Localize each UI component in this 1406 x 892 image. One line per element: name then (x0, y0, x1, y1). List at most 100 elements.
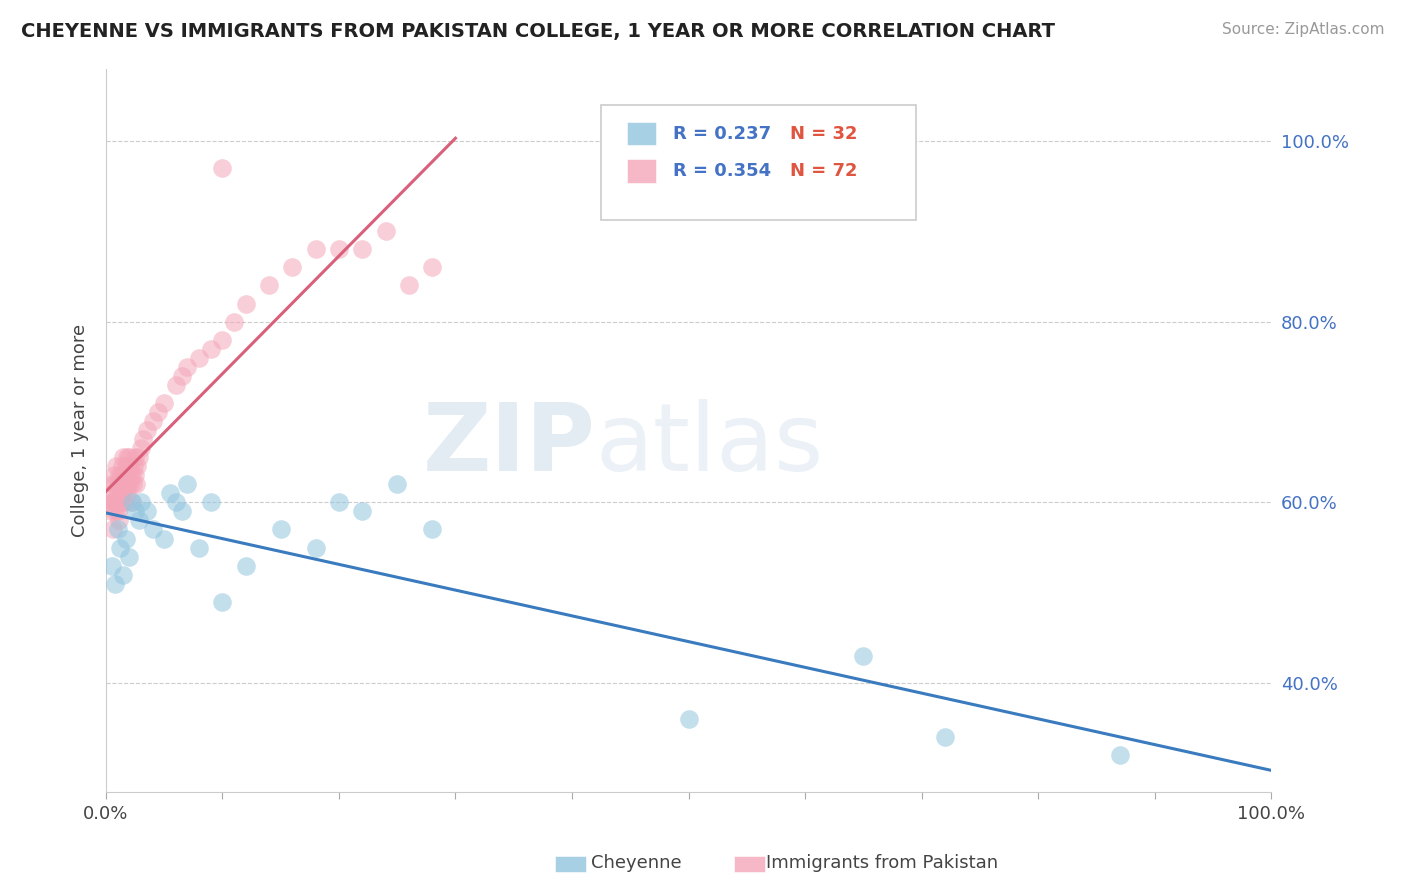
Point (281, 260, 304, 275)
Text: R = 0.354: R = 0.354 (673, 162, 772, 180)
Text: N = 32: N = 32 (790, 125, 858, 143)
Point (112, 486, 135, 500)
Point (110, 468, 132, 483)
Point (121, 495, 143, 509)
Point (115, 486, 138, 500)
Point (211, 161, 233, 175)
Point (110, 486, 132, 500)
Point (420, 523, 443, 537)
Point (135, 423, 157, 437)
Point (100, 495, 122, 509)
Point (188, 541, 211, 555)
Point (115, 450, 138, 465)
Point (120, 459, 142, 474)
Point (108, 495, 131, 509)
Point (124, 468, 146, 483)
Point (135, 504, 157, 518)
Point (328, 495, 350, 509)
Point (128, 513, 150, 527)
Point (129, 495, 152, 509)
Point (304, 541, 326, 555)
Point (107, 504, 129, 518)
Y-axis label: College, 1 year or more: College, 1 year or more (72, 324, 89, 537)
Point (118, 549, 141, 564)
Point (352, 242, 374, 256)
Point (104, 576, 127, 591)
Point (111, 477, 134, 491)
Point (103, 468, 125, 483)
Point (387, 477, 409, 491)
FancyBboxPatch shape (627, 121, 655, 145)
Point (188, 351, 211, 365)
Point (176, 477, 198, 491)
Point (170, 368, 193, 383)
Point (107, 477, 129, 491)
Point (108, 477, 131, 491)
Point (112, 567, 135, 582)
Point (148, 405, 170, 419)
Point (852, 648, 875, 663)
Point (103, 495, 125, 509)
Point (257, 278, 280, 293)
Point (98, 495, 121, 509)
Point (211, 595, 233, 609)
Text: Immigrants from Pakistan: Immigrants from Pakistan (766, 855, 998, 872)
Point (117, 477, 139, 491)
Point (211, 333, 233, 347)
Point (128, 450, 150, 465)
Point (165, 495, 187, 509)
Point (398, 278, 420, 293)
FancyBboxPatch shape (627, 160, 655, 183)
Point (121, 477, 143, 491)
Text: ZIP: ZIP (422, 399, 595, 491)
Point (200, 495, 222, 509)
Point (104, 477, 127, 491)
Point (270, 523, 292, 537)
Text: R = 0.237: R = 0.237 (673, 125, 772, 143)
Point (129, 441, 152, 455)
Point (111, 459, 134, 474)
Point (112, 450, 135, 465)
Point (122, 459, 145, 474)
Text: Source: ZipAtlas.com: Source: ZipAtlas.com (1222, 22, 1385, 37)
Text: CHEYENNE VS IMMIGRANTS FROM PAKISTAN COLLEGE, 1 YEAR OR MORE CORRELATION CHART: CHEYENNE VS IMMIGRANTS FROM PAKISTAN COL… (21, 22, 1054, 41)
Point (120, 477, 142, 491)
Point (153, 532, 176, 546)
Point (678, 712, 700, 726)
Text: atlas: atlas (595, 399, 824, 491)
Point (114, 532, 136, 546)
Point (235, 296, 257, 310)
Point (222, 315, 245, 329)
Point (105, 495, 128, 509)
Point (114, 459, 136, 474)
Point (1108, 748, 1130, 763)
Point (934, 731, 956, 745)
Point (141, 414, 163, 428)
Point (107, 486, 129, 500)
Point (420, 260, 443, 275)
Point (124, 450, 146, 465)
Point (121, 495, 143, 509)
Point (153, 396, 176, 410)
Point (304, 242, 326, 256)
Text: Cheyenne: Cheyenne (591, 855, 681, 872)
Point (125, 477, 148, 491)
Point (132, 432, 155, 446)
Point (101, 523, 124, 537)
Point (117, 459, 139, 474)
Point (165, 377, 187, 392)
Point (118, 450, 141, 465)
Point (159, 486, 181, 500)
Point (107, 468, 129, 483)
Point (110, 495, 132, 509)
Point (100, 504, 122, 518)
Point (100, 477, 122, 491)
Point (121, 468, 143, 483)
Point (127, 459, 149, 474)
FancyBboxPatch shape (602, 104, 915, 220)
Point (170, 504, 193, 518)
Point (107, 523, 129, 537)
Point (352, 504, 374, 518)
Point (114, 468, 136, 483)
Point (114, 495, 136, 509)
